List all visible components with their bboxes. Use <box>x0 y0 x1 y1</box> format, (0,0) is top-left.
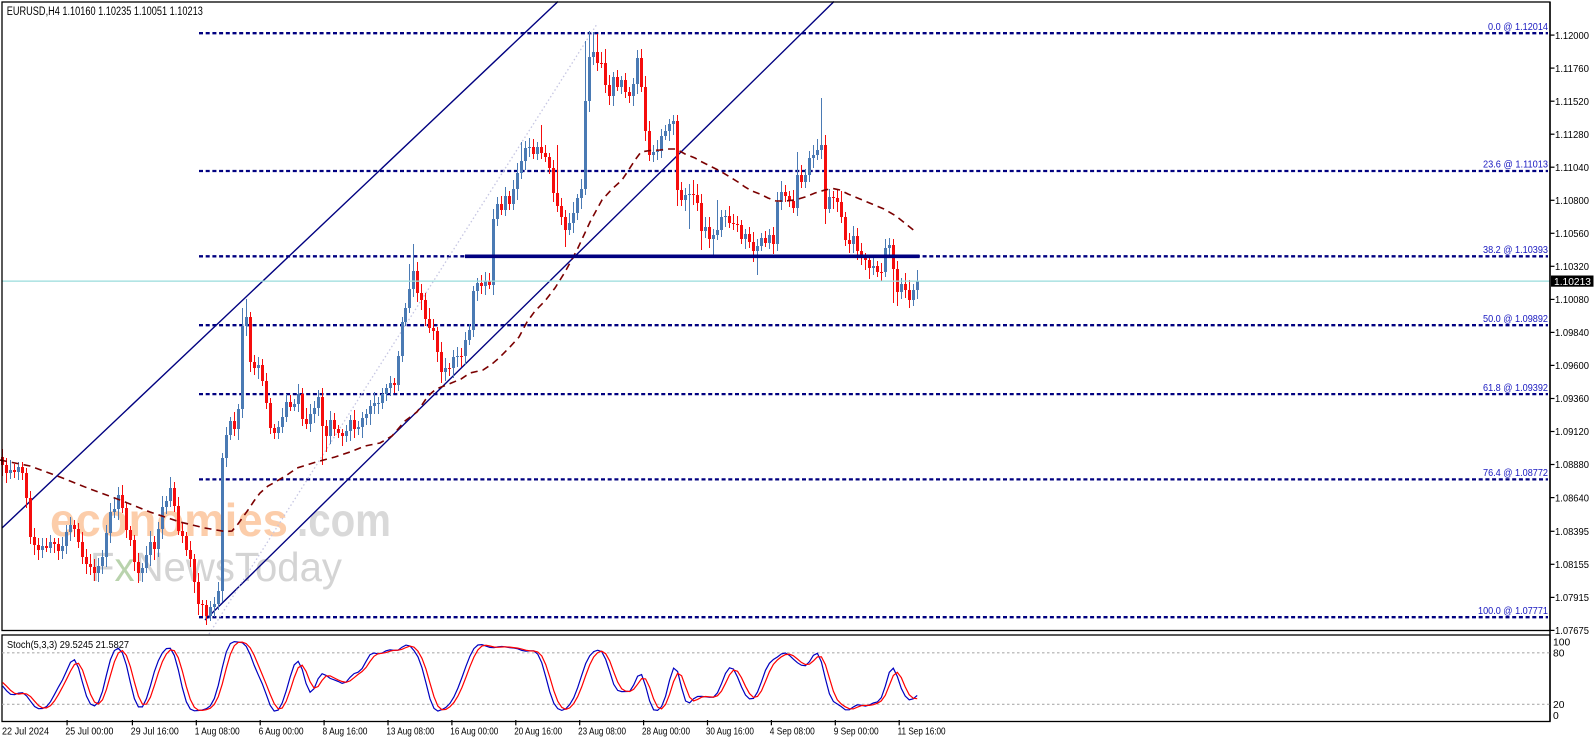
svg-text:1.08395: 1.08395 <box>1555 526 1589 538</box>
svg-text:9 Sep 00:00: 9 Sep 00:00 <box>834 727 879 738</box>
svg-text:100: 100 <box>1553 637 1570 648</box>
svg-text:EURUSD,H4 1.10160 1.10235 1.1: EURUSD,H4 1.10160 1.10235 1.10051 1.1021… <box>7 6 203 18</box>
svg-text:76.4 @ 1.08772: 76.4 @ 1.08772 <box>1483 468 1548 479</box>
svg-text:1.10560: 1.10560 <box>1555 228 1589 240</box>
svg-text:1.11280: 1.11280 <box>1555 129 1589 141</box>
svg-text:1.09120: 1.09120 <box>1555 426 1589 438</box>
svg-text:1.09600: 1.09600 <box>1555 360 1589 372</box>
svg-text:1.09840: 1.09840 <box>1555 327 1589 339</box>
svg-text:0: 0 <box>1553 711 1559 722</box>
svg-text:1.11520: 1.11520 <box>1555 96 1589 108</box>
svg-text:FxNewsToday: FxNewsToday <box>90 544 342 590</box>
svg-text:1.08880: 1.08880 <box>1555 459 1589 471</box>
svg-text:23.6 @ 1.11013: 23.6 @ 1.11013 <box>1483 160 1548 171</box>
svg-text:1.09360: 1.09360 <box>1555 393 1589 405</box>
svg-text:6 Aug 00:00: 6 Aug 00:00 <box>259 727 304 738</box>
svg-text:61.8 @ 1.09392: 61.8 @ 1.09392 <box>1483 383 1548 394</box>
svg-text:0.0 @ 1.12014: 0.0 @ 1.12014 <box>1488 22 1548 33</box>
svg-text:20: 20 <box>1553 700 1565 711</box>
svg-text:Stoch(5,3,3) 29.5245 21.5827: Stoch(5,3,3) 29.5245 21.5827 <box>7 639 129 651</box>
svg-text:.com: .com <box>297 494 391 546</box>
svg-text:8 Aug 16:00: 8 Aug 16:00 <box>323 727 368 738</box>
svg-text:38.2 @ 1.10393: 38.2 @ 1.10393 <box>1483 245 1548 256</box>
svg-text:1.12000: 1.12000 <box>1555 30 1589 42</box>
svg-text:13 Aug 08:00: 13 Aug 08:00 <box>386 727 434 738</box>
svg-text:1.10080: 1.10080 <box>1555 294 1589 306</box>
svg-text:25 Jul 00:00: 25 Jul 00:00 <box>65 727 113 738</box>
svg-text:1.07915: 1.07915 <box>1555 592 1589 604</box>
svg-text:1.10213: 1.10213 <box>1554 276 1591 288</box>
svg-text:11 Sep 16:00: 11 Sep 16:00 <box>898 727 946 738</box>
svg-text:100.0 @ 1.07771: 100.0 @ 1.07771 <box>1478 606 1548 617</box>
svg-text:30 Aug 16:00: 30 Aug 16:00 <box>706 727 754 738</box>
svg-text:20 Aug 16:00: 20 Aug 16:00 <box>514 727 562 738</box>
svg-text:16 Aug 00:00: 16 Aug 00:00 <box>450 727 498 738</box>
svg-text:1.07675: 1.07675 <box>1555 625 1589 637</box>
svg-text:4 Sep 08:00: 4 Sep 08:00 <box>770 727 815 738</box>
svg-text:29 Jul 16:00: 29 Jul 16:00 <box>131 727 179 738</box>
svg-text:80: 80 <box>1553 649 1565 660</box>
svg-text:23 Aug 08:00: 23 Aug 08:00 <box>578 727 626 738</box>
svg-text:28 Aug 00:00: 28 Aug 00:00 <box>642 727 690 738</box>
svg-text:1.11760: 1.11760 <box>1555 63 1589 75</box>
svg-text:1.10320: 1.10320 <box>1555 261 1589 273</box>
svg-text:1.08640: 1.08640 <box>1555 492 1589 504</box>
svg-text:economies: economies <box>50 494 288 546</box>
svg-text:1.10800: 1.10800 <box>1555 195 1589 207</box>
svg-text:50.0 @ 1.09892: 50.0 @ 1.09892 <box>1483 314 1548 325</box>
svg-text:22 Jul 2024: 22 Jul 2024 <box>2 727 49 738</box>
svg-text:1.11040: 1.11040 <box>1555 162 1589 174</box>
svg-text:1.08155: 1.08155 <box>1555 559 1589 571</box>
svg-text:1 Aug 08:00: 1 Aug 08:00 <box>195 727 240 738</box>
